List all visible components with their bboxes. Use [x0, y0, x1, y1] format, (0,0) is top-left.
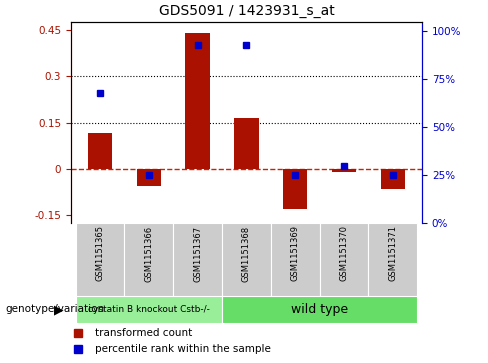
Title: GDS5091 / 1423931_s_at: GDS5091 / 1423931_s_at: [159, 4, 334, 18]
Bar: [76, 223, 124, 296]
Text: GSM1151368: GSM1151368: [242, 225, 251, 282]
Bar: [137, 169, 161, 186]
Bar: [332, 169, 356, 172]
Text: GSM1151367: GSM1151367: [193, 225, 202, 282]
Bar: [271, 223, 320, 296]
Bar: [320, 223, 368, 296]
Bar: [222, 223, 271, 296]
Bar: [283, 169, 307, 209]
Bar: [88, 133, 112, 169]
Text: transformed count: transformed count: [95, 328, 193, 338]
Bar: [173, 223, 222, 296]
Bar: [124, 223, 173, 296]
Bar: [234, 118, 259, 169]
Bar: [76, 296, 222, 323]
Text: GSM1151365: GSM1151365: [96, 225, 104, 281]
Bar: [368, 223, 417, 296]
Text: GSM1151369: GSM1151369: [291, 225, 300, 281]
Text: wild type: wild type: [291, 303, 348, 316]
Bar: [381, 169, 405, 189]
Text: genotype/variation: genotype/variation: [5, 305, 104, 314]
Bar: [185, 33, 210, 169]
Text: cystatin B knockout Cstb-/-: cystatin B knockout Cstb-/-: [88, 305, 210, 314]
Text: GSM1151370: GSM1151370: [340, 225, 348, 281]
Text: percentile rank within the sample: percentile rank within the sample: [95, 344, 271, 354]
Text: GSM1151366: GSM1151366: [144, 225, 153, 282]
Bar: [222, 296, 417, 323]
Text: GSM1151371: GSM1151371: [388, 225, 397, 281]
Text: ▶: ▶: [54, 303, 63, 316]
